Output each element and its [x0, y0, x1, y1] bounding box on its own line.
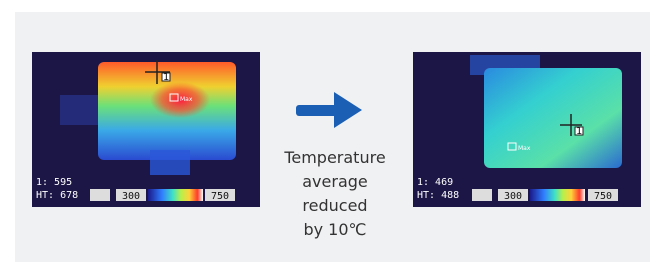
screenshot: 1 Max 1: 595 HT: 678 300 750 Temperature…	[0, 0, 652, 268]
caption-line: reduced	[302, 196, 367, 215]
cursor-label: 1	[576, 126, 582, 137]
scale-min: 300	[504, 191, 522, 202]
max-marker: Max	[518, 145, 531, 152]
cursor-label: 1	[163, 72, 169, 83]
thermal-image-before: 1 Max 1: 595 HT: 678 300 750	[32, 52, 260, 207]
max-marker: Max	[180, 96, 193, 103]
reading-1: 1: 595	[36, 177, 72, 188]
thermal-image-after: 1 Max 1: 469 HT: 488 300 750	[413, 52, 641, 207]
scale-max: 750	[211, 191, 229, 202]
reading-ht: HT: 488	[417, 190, 459, 201]
caption-line: average	[302, 172, 368, 191]
scale-max: 750	[594, 191, 612, 202]
caption-line: Temperature	[283, 148, 385, 167]
reading-1: 1: 469	[417, 177, 453, 188]
reading-ht: HT: 678	[36, 190, 78, 201]
caption-line: by 10℃	[303, 220, 366, 239]
scale-min: 300	[122, 191, 140, 202]
